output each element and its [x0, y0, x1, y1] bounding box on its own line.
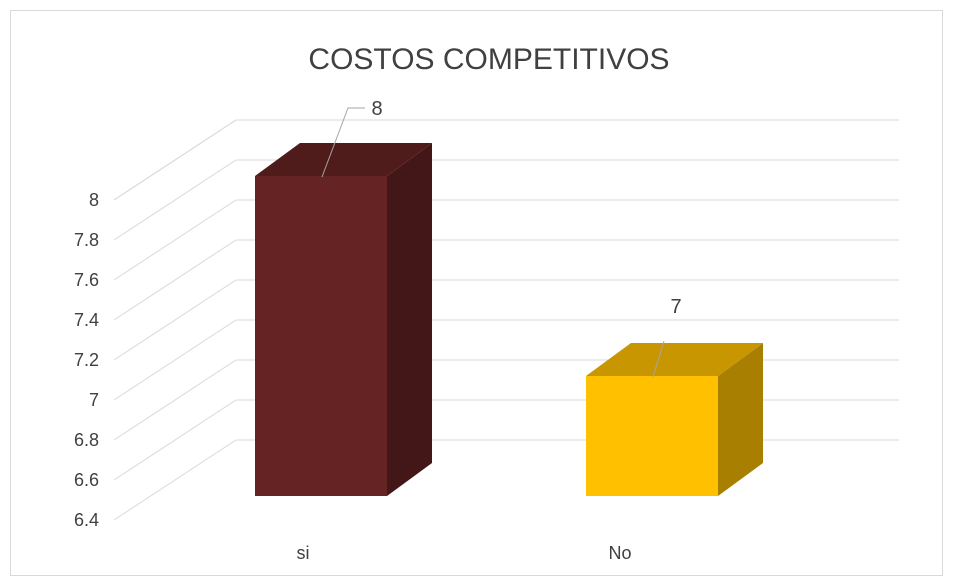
bar-No [586, 343, 763, 496]
data-label-leader [321, 107, 365, 178]
bar-top-face [586, 343, 763, 376]
gridline [113, 239, 899, 321]
bar-si [255, 143, 432, 496]
y-tick-label: 7 [89, 390, 99, 410]
gridline [113, 159, 899, 241]
data-label-leader [652, 340, 665, 378]
bar-front-face [255, 176, 387, 496]
y-tick-label: 7.6 [74, 270, 99, 290]
x-tick-label: si [297, 543, 310, 563]
gridline [113, 279, 899, 361]
y-tick-label: 6.8 [74, 430, 99, 450]
y-tick-label: 6.6 [74, 470, 99, 490]
x-tick-label: No [608, 543, 631, 563]
data-labels: 87 [321, 98, 682, 378]
y-tick-label: 6.4 [74, 510, 99, 530]
y-tick-label: 7.8 [74, 230, 99, 250]
gridlines [113, 119, 899, 521]
bar-side-face [387, 143, 432, 496]
bar-chart: 6.46.66.877.27.47.67.88 87 si No COSTOS C… [74, 43, 899, 563]
gridline-top [113, 119, 899, 201]
gridline [113, 319, 899, 401]
y-tick-label: 8 [89, 190, 99, 210]
y-tick-label: 7.4 [74, 310, 99, 330]
bar-side-face [718, 343, 763, 496]
x-axis-tick-labels: si No [297, 543, 632, 563]
bar-top-face [255, 143, 432, 176]
gridline [113, 439, 899, 521]
y-tick-label: 7.2 [74, 350, 99, 370]
bars [255, 143, 763, 496]
bar-front-face [586, 376, 718, 496]
data-label: 8 [371, 98, 382, 120]
chart-title: COSTOS COMPETITIVOS [308, 43, 669, 76]
gridline [113, 199, 899, 281]
data-label: 7 [670, 296, 681, 318]
y-axis-tick-labels: 6.4 6.6 6.8 7 7.2 7.4 7.6 7.8 8 [74, 190, 99, 530]
